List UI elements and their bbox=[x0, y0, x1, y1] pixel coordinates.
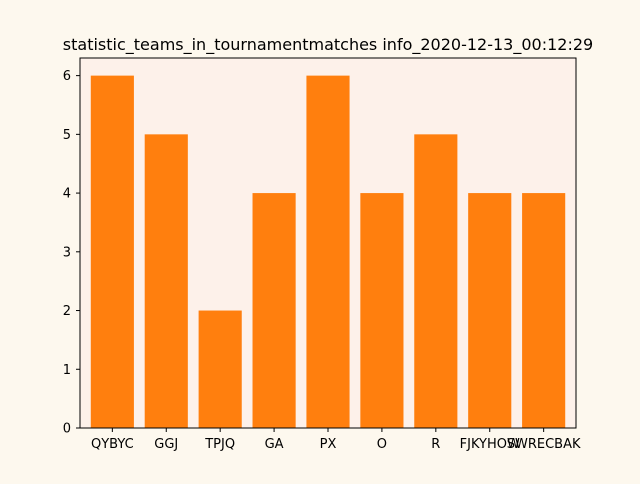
bar-tpjq bbox=[198, 310, 242, 428]
y-tick-label: 2 bbox=[63, 304, 71, 319]
bar-px bbox=[306, 75, 350, 429]
y-tick-label: 0 bbox=[63, 422, 71, 437]
y-tick-label: 6 bbox=[63, 69, 71, 84]
bar-ggj bbox=[144, 134, 188, 428]
x-tick-label: FJKYHOW bbox=[460, 437, 520, 452]
x-tick-label: O bbox=[377, 437, 387, 452]
x-tick-label: SWRECBAK bbox=[507, 437, 581, 452]
x-tick-label: QYBYC bbox=[91, 437, 134, 452]
y-axis-ticks: 0 1 2 3 4 5 6 bbox=[63, 69, 80, 437]
y-tick-label: 4 bbox=[63, 187, 71, 202]
bar-fjkyhow bbox=[468, 193, 512, 428]
chart-title: statistic_teams_in_tournamentmatches inf… bbox=[63, 35, 593, 55]
y-tick-label: 1 bbox=[63, 363, 71, 378]
x-tick-label: GA bbox=[265, 437, 284, 452]
y-tick-label: 5 bbox=[63, 128, 71, 143]
bar-r bbox=[414, 134, 458, 428]
bar-o bbox=[360, 193, 404, 428]
x-tick-label: PX bbox=[320, 437, 337, 452]
plot-frame bbox=[79, 57, 577, 429]
x-tick-label: R bbox=[431, 437, 440, 452]
bar-swrecbak bbox=[522, 193, 566, 428]
y-tick-label: 3 bbox=[63, 245, 71, 260]
bars-group bbox=[90, 75, 566, 429]
x-tick-label: GGJ bbox=[154, 437, 178, 452]
bar-ga bbox=[252, 193, 296, 428]
x-tick-label: TPJQ bbox=[204, 437, 235, 452]
bar-qybyc bbox=[90, 75, 134, 429]
